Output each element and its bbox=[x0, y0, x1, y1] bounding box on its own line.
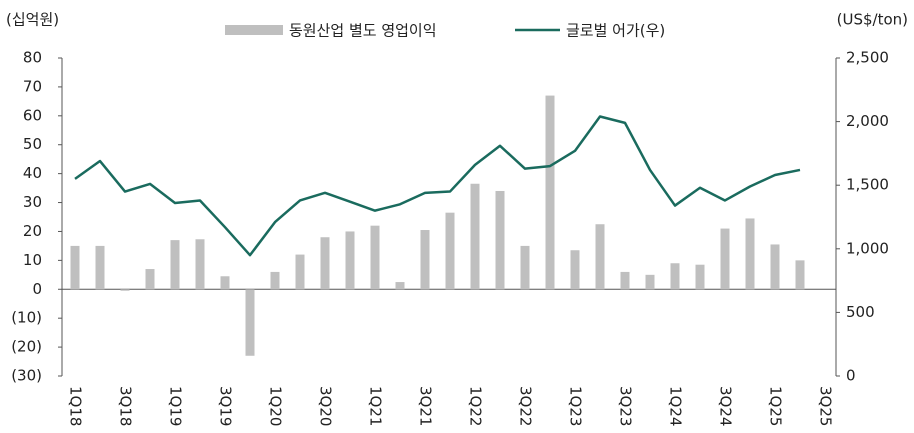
bar bbox=[395, 282, 405, 290]
x-tick-label: 1Q19 bbox=[167, 386, 185, 426]
x-tick-label: 3Q19 bbox=[217, 386, 235, 426]
line bbox=[74, 115, 801, 257]
x-tick-label: 1Q21 bbox=[367, 386, 385, 426]
bar bbox=[695, 264, 705, 290]
bar bbox=[220, 276, 230, 290]
x-tick-label: 3Q20 bbox=[317, 386, 335, 426]
x-tick-label: 1Q23 bbox=[567, 386, 585, 426]
legend-label: 동원산업 별도 영업이익 bbox=[289, 22, 437, 40]
bar bbox=[345, 231, 355, 290]
y2-tick-label: 500 bbox=[846, 303, 875, 321]
y2-tick-label: 2,500 bbox=[846, 49, 889, 67]
bar bbox=[620, 271, 630, 290]
bar bbox=[245, 289, 255, 356]
x-tick-label: 3Q22 bbox=[517, 386, 535, 426]
bar bbox=[320, 237, 330, 290]
bar bbox=[470, 183, 480, 290]
y-axis-label: (십억원) bbox=[6, 11, 59, 29]
bar bbox=[120, 289, 130, 291]
bar bbox=[145, 269, 155, 290]
bar bbox=[770, 244, 780, 290]
bar bbox=[370, 225, 380, 290]
bar bbox=[570, 250, 580, 290]
y-tick-label: (30) bbox=[11, 367, 42, 385]
y2-tick-label: 2,000 bbox=[846, 112, 889, 130]
y2-tick-label: 1,000 bbox=[846, 239, 889, 257]
x-tick-label: 3Q18 bbox=[117, 386, 135, 426]
bar bbox=[95, 245, 105, 290]
y-tick-label: 50 bbox=[23, 135, 42, 153]
bar bbox=[195, 239, 205, 290]
legend-swatch bbox=[225, 25, 283, 35]
legend-label: 글로벌 어가(우) bbox=[566, 22, 665, 40]
bar bbox=[645, 274, 655, 290]
bar bbox=[595, 224, 605, 290]
y-tick-label: 70 bbox=[23, 77, 42, 95]
bar bbox=[720, 228, 730, 290]
x-tick-label: 3Q23 bbox=[617, 386, 635, 426]
y-tick-label: 0 bbox=[32, 280, 42, 298]
y-tick-label: (20) bbox=[11, 338, 42, 356]
y2-tick-label: 1,500 bbox=[846, 176, 889, 194]
bar bbox=[520, 245, 530, 290]
y-tick-label: 30 bbox=[23, 193, 42, 211]
y2-axis-label: (US$/ton) bbox=[837, 11, 908, 29]
x-tick-label: 1Q22 bbox=[467, 386, 485, 426]
x-tick-label: 1Q24 bbox=[667, 386, 685, 426]
bar bbox=[670, 263, 680, 290]
y-tick-label: 10 bbox=[23, 251, 42, 269]
x-tick-label: 3Q21 bbox=[417, 386, 435, 426]
x-tick-label: 1Q18 bbox=[67, 386, 85, 426]
y-tick-label: 80 bbox=[23, 49, 42, 67]
x-tick-label: 1Q25 bbox=[767, 386, 785, 426]
bar bbox=[495, 190, 505, 290]
y-tick-label: 40 bbox=[23, 164, 42, 182]
bar bbox=[795, 260, 805, 290]
bar bbox=[170, 240, 180, 290]
x-tick-label: 1Q20 bbox=[267, 386, 285, 426]
bar bbox=[445, 212, 455, 290]
bar bbox=[295, 254, 305, 290]
bar bbox=[745, 218, 755, 290]
y-tick-label: 60 bbox=[23, 106, 42, 124]
bar bbox=[70, 245, 80, 290]
y-tick-label: 20 bbox=[23, 222, 42, 240]
y-tick-label: (10) bbox=[11, 309, 42, 327]
bar bbox=[545, 95, 555, 290]
bar bbox=[270, 271, 280, 290]
x-tick-label: 3Q25 bbox=[817, 386, 835, 426]
y2-tick-label: 0 bbox=[846, 367, 856, 385]
x-tick-label: 3Q24 bbox=[717, 386, 735, 426]
bar bbox=[420, 230, 430, 290]
